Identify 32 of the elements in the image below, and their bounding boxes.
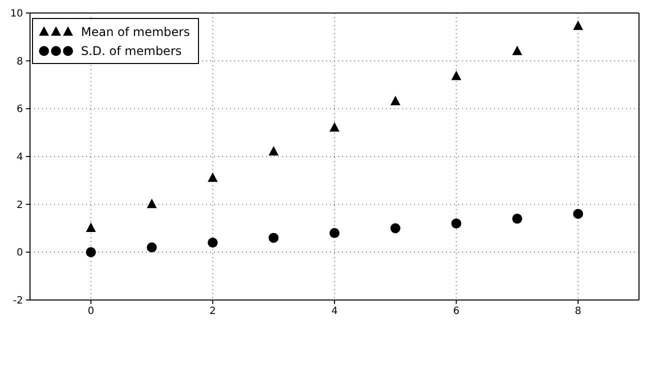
y-tick-label: -2 [13,296,23,307]
x-tick-label: 2 [210,306,216,318]
y-tick-label: 4 [16,152,23,164]
point [573,208,584,219]
x-tick-label: 6 [453,306,460,318]
point [512,46,522,56]
point [390,223,400,234]
point [146,198,157,208]
x-tick-label: 4 [331,306,338,318]
y-tick-label: 8 [16,56,23,68]
y-tick-label: 2 [16,200,23,211]
point [268,146,279,156]
point [146,242,157,252]
point [573,20,584,30]
point [451,218,462,228]
x-tick-label: 0 [88,306,94,318]
point [330,122,340,132]
legend-label: S.D. of members [81,44,182,58]
y-tick-label: 0 [16,248,23,259]
point [86,222,96,232]
point [208,238,218,248]
y-tick-label: 10 [10,8,23,20]
point [208,172,218,182]
x-tick-label: 8 [574,306,582,318]
point [330,228,340,238]
y-tick-label: 6 [16,104,23,116]
point [512,214,522,224]
legend-label: Mean of members [81,24,190,38]
point [86,247,96,258]
point [390,96,400,106]
point [268,232,279,243]
point [451,70,462,80]
